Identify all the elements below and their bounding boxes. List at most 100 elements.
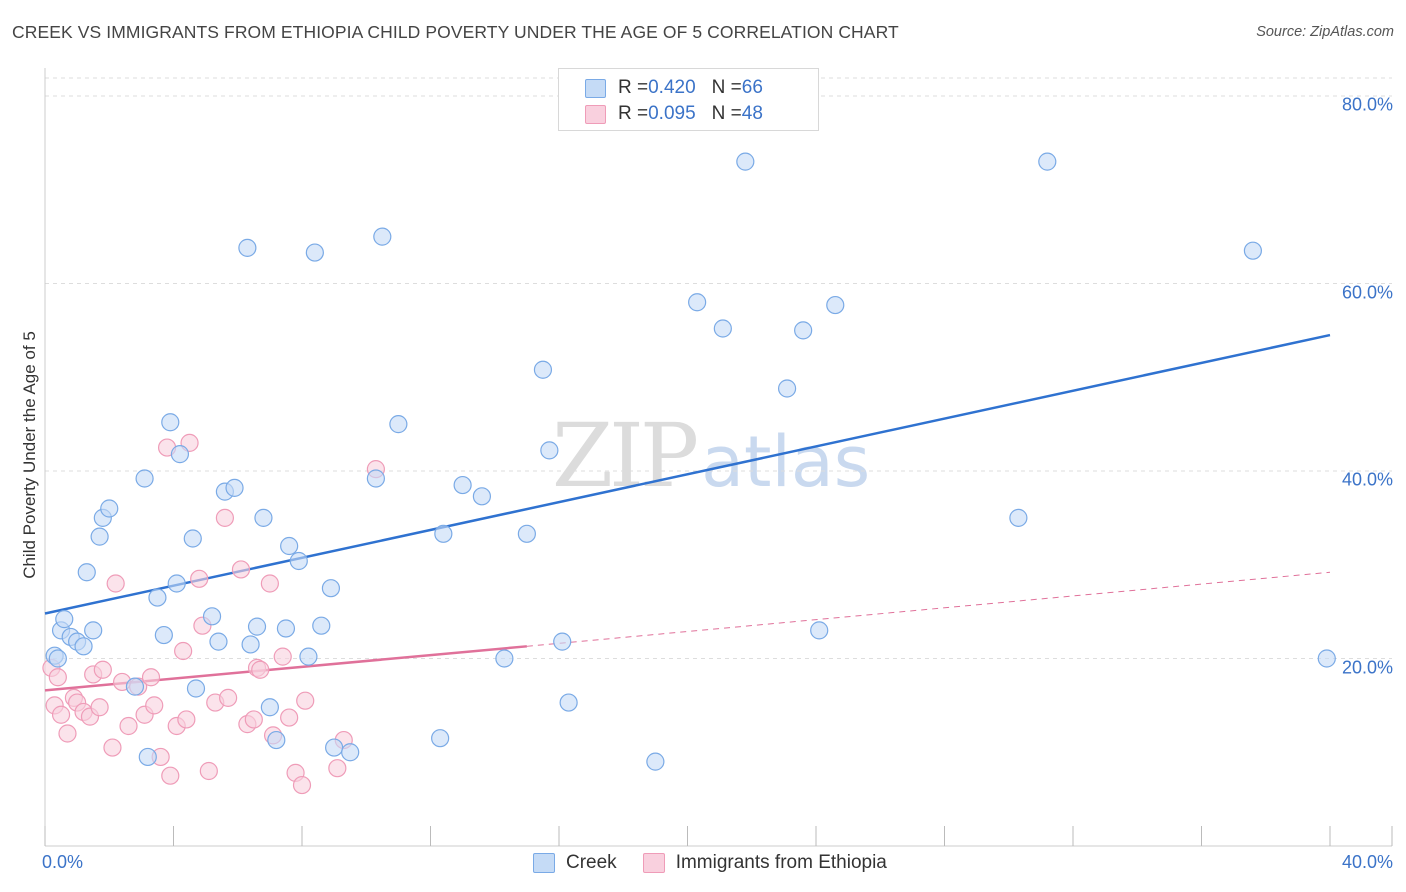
ethiopia-point	[90, 698, 109, 717]
creek-r-label: R =	[618, 77, 649, 98]
creek-point	[161, 413, 180, 432]
creek-point	[373, 227, 392, 246]
ethiopia-point	[145, 696, 164, 715]
ethiopia-point	[328, 759, 347, 778]
creek-point	[366, 469, 385, 488]
creek-point	[299, 647, 318, 666]
creek-point	[495, 649, 514, 668]
creek-point	[533, 360, 553, 379]
creek-point	[540, 441, 559, 460]
ethiopia-n-label: N =	[711, 103, 742, 124]
creek-point	[777, 379, 797, 398]
creek-point	[183, 529, 202, 548]
ethiopia-point	[215, 508, 234, 527]
creek-point	[167, 574, 186, 593]
ethiopia-point	[119, 716, 138, 736]
data-points	[42, 152, 1336, 795]
trendlines	[44, 333, 1331, 692]
creek-point	[434, 524, 453, 543]
chart-title: CREEK VS IMMIGRANTS FROM ETHIOPIA CHILD …	[12, 22, 899, 42]
creek-point	[472, 487, 491, 506]
ethiopia-point	[48, 668, 67, 687]
creek-point	[77, 563, 96, 582]
watermark: ZIPatlas	[552, 404, 870, 507]
creek-point	[1009, 508, 1028, 527]
legend-item-ethiopia: Immigrants from Ethiopia	[642, 852, 887, 874]
legend-creek-swatch	[533, 853, 555, 873]
creek-point	[148, 588, 167, 607]
ethiopia-point	[231, 560, 251, 579]
watermark-zip: ZIP	[552, 404, 699, 507]
creek-point	[254, 508, 273, 527]
x-tick-label-max: 40.0%	[1341, 852, 1393, 872]
ethiopia-point	[103, 738, 122, 757]
ethiopia-point	[141, 668, 161, 687]
watermark-atlas: atlas	[701, 421, 871, 503]
ethiopia-point	[292, 775, 312, 795]
ethiopia-swatch	[585, 104, 606, 124]
ethiopia-point	[296, 691, 315, 710]
ethiopia-point	[219, 688, 238, 707]
creek-point	[90, 527, 109, 546]
creek-point	[305, 243, 324, 262]
creek-r-value: 0.420	[648, 77, 696, 98]
creek-point	[389, 415, 408, 434]
creek-point	[646, 752, 665, 771]
legend-ethiopia-swatch	[642, 853, 665, 873]
creek-point	[688, 293, 707, 312]
creek-point	[431, 729, 450, 748]
creek-point	[202, 607, 222, 626]
ethiopia-point	[93, 660, 112, 679]
legend-ethiopia-label: Immigrants from Ethiopia	[675, 852, 887, 873]
creek-n-label: N =	[711, 77, 742, 98]
creek-point	[517, 524, 536, 543]
creek-point	[325, 738, 344, 757]
series-legend: Creek Immigrants from Ethiopia	[533, 852, 913, 874]
creek-point	[1243, 241, 1263, 260]
creek-point	[713, 319, 732, 338]
trendline-creek	[44, 333, 1331, 615]
ethiopia-point	[280, 708, 299, 727]
creek-point	[826, 295, 845, 315]
ethiopia-r-value: 0.095	[648, 103, 696, 124]
creek-point	[74, 637, 93, 656]
ethiopia-n-value: 48	[741, 103, 763, 124]
ethiopia-r-label: R =	[618, 103, 649, 124]
creek-point	[84, 621, 103, 640]
creek-point	[312, 616, 331, 635]
creek-point	[280, 536, 299, 556]
creek-point	[241, 635, 260, 654]
ethiopia-point	[106, 574, 125, 593]
correlation-legend: R = 0.420 N = 66 R = 0.095 N = 48	[558, 68, 819, 131]
ethiopia-point	[174, 641, 193, 661]
legend-row-creek: R = 0.420 N = 66	[585, 77, 763, 99]
creek-n-value: 66	[741, 77, 763, 98]
creek-point	[553, 632, 572, 651]
y-tick-label: 60.0%	[1341, 282, 1393, 302]
creek-point	[289, 551, 308, 571]
creek-point	[209, 632, 228, 651]
ethiopia-point	[244, 710, 263, 729]
ethiopia-point	[51, 705, 71, 724]
source-label: Source: ZipAtlas.com	[1256, 24, 1394, 40]
ethiopia-point	[161, 766, 180, 785]
x-tick-label-min: 0.0%	[42, 852, 84, 872]
y-axis-label: Child Poverty Under the Age of 5	[20, 331, 39, 579]
creek-point	[48, 649, 67, 668]
creek-point	[276, 619, 296, 638]
creek-point	[138, 747, 157, 767]
creek-point	[55, 610, 74, 629]
ethiopia-point	[260, 574, 279, 593]
y-tick-label: 40.0%	[1341, 469, 1393, 490]
creek-point	[238, 238, 257, 257]
creek-point	[1038, 152, 1057, 171]
y-tick-label: 80.0%	[1341, 94, 1393, 115]
creek-point	[794, 321, 813, 340]
ethiopia-point	[199, 761, 218, 781]
creek-point	[260, 698, 279, 717]
legend-creek-label: Creek	[566, 852, 617, 873]
ethiopia-point	[177, 710, 196, 729]
creek-point	[267, 730, 286, 750]
ethiopia-point	[58, 724, 77, 743]
